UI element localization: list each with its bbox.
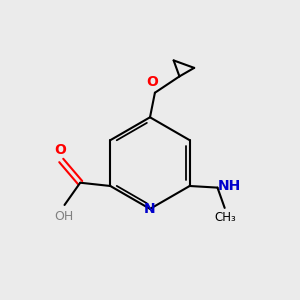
Text: OH: OH: [54, 209, 74, 223]
Text: CH₃: CH₃: [214, 211, 236, 224]
Text: O: O: [55, 142, 67, 157]
Text: O: O: [146, 76, 158, 89]
Text: N: N: [144, 202, 156, 216]
Text: NH: NH: [218, 179, 242, 193]
